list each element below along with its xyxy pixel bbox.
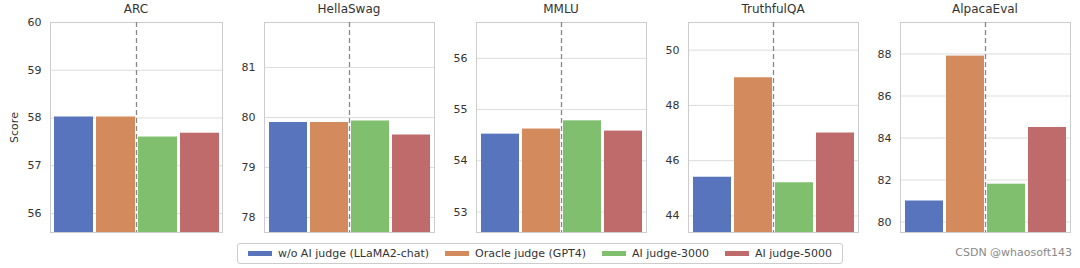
svg-text:46: 46 — [666, 154, 680, 167]
svg-text:55: 55 — [454, 103, 468, 116]
svg-text:78: 78 — [242, 211, 256, 224]
svg-text:79: 79 — [242, 161, 256, 174]
html-text:w/o AI judge (LLaMA2-chat): w/o AI judge (LLaMA2-chat) — [277, 246, 429, 260]
svg-text:58: 58 — [28, 111, 42, 124]
svg-text:Score: Score — [8, 112, 21, 143]
svg-text:60: 60 — [28, 18, 42, 29]
svg-text:84: 84 — [878, 132, 892, 145]
svg-text:86: 86 — [878, 90, 892, 103]
svg-text:54: 54 — [454, 154, 468, 167]
svg-text:88: 88 — [878, 48, 892, 61]
svg-text:82: 82 — [878, 174, 892, 187]
svg-text:59: 59 — [28, 64, 42, 77]
svg-text:80: 80 — [878, 216, 892, 229]
svg-text:57: 57 — [28, 159, 42, 172]
html-text:AI judge-3000: AI judge-3000 — [632, 246, 709, 260]
svg-text:50: 50 — [666, 44, 680, 57]
svg-text:56: 56 — [28, 207, 42, 220]
html-text:Oracle judge (GPT4): Oracle judge (GPT4) — [475, 246, 586, 260]
svg-text:48: 48 — [666, 99, 680, 112]
svg-text:56: 56 — [454, 52, 468, 65]
svg-text:81: 81 — [242, 61, 256, 74]
svg-text:80: 80 — [242, 111, 256, 124]
html-text:MMLU: MMLU — [543, 2, 579, 16]
svg-text:44: 44 — [666, 209, 680, 222]
html-text:ARC: ARC — [123, 2, 149, 16]
html-text:TruthfulQA: TruthfulQA — [741, 2, 805, 16]
html-text:HellaSwag: HellaSwag — [317, 2, 381, 16]
html-text:AlpacaEval: AlpacaEval — [952, 2, 1018, 16]
html-text:CSDN @whaosoft143: CSDN @whaosoft143 — [955, 246, 1072, 259]
svg-text:53: 53 — [454, 206, 468, 219]
html-text:AI judge-5000: AI judge-5000 — [755, 246, 832, 260]
